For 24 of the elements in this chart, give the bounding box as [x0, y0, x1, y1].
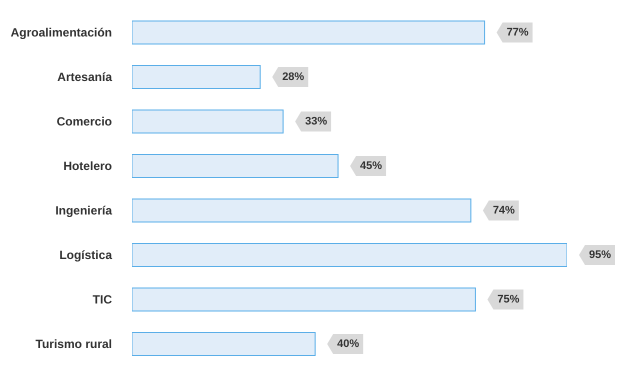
data-label: 74%: [492, 204, 516, 216]
bar: [132, 20, 486, 44]
bar: [132, 288, 476, 312]
data-label: 33%: [305, 116, 328, 128]
data-label: 45%: [360, 160, 382, 172]
y-tick-label: Hotelero: [63, 159, 112, 174]
y-tick-label: TIC: [92, 292, 112, 307]
data-label: 28%: [282, 71, 304, 83]
y-tick-label: Agroalimentación: [10, 26, 112, 40]
y-tick-label: Ingeniería: [55, 204, 112, 218]
y-tick-label: Artesanía: [57, 70, 112, 84]
data-label: 77%: [506, 26, 529, 38]
bar: [132, 65, 261, 89]
y-tick-label: Turismo rural: [36, 337, 112, 352]
bar: [132, 198, 472, 222]
bar: [132, 154, 339, 178]
y-tick-label: Logística: [59, 248, 112, 262]
bar: [132, 332, 316, 356]
data-label: 95%: [588, 249, 612, 261]
y-tick-label: Comercio: [56, 114, 112, 129]
bar: [132, 110, 284, 134]
data-label: 40%: [337, 338, 360, 350]
data-label: 75%: [497, 294, 520, 306]
bar: [132, 243, 567, 267]
